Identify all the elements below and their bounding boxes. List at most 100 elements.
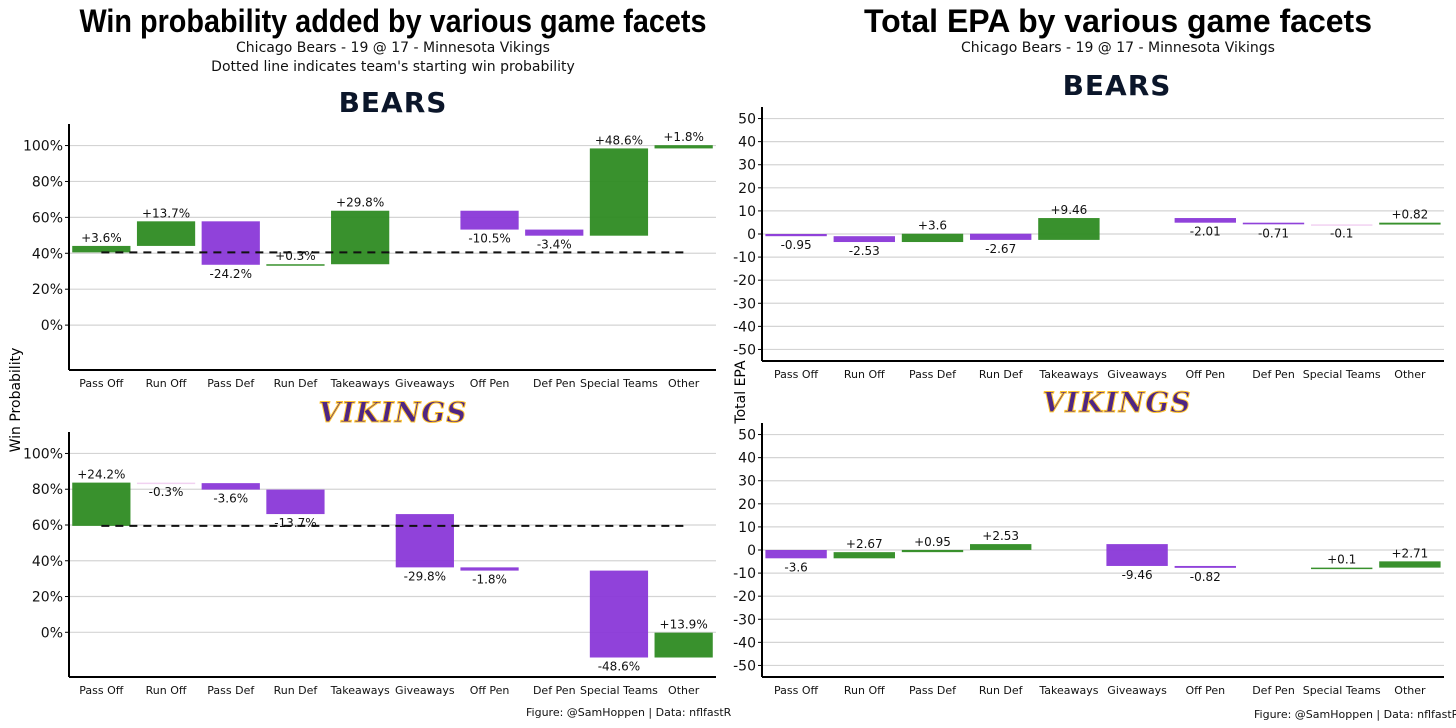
y-tick-label: 10 xyxy=(738,204,756,220)
bar-def-pen xyxy=(525,229,584,236)
bar-run-def xyxy=(266,489,325,515)
x-tick-label: Takeaways xyxy=(1038,684,1098,697)
bar-pass-def xyxy=(201,483,260,490)
x-tick-label: Takeaways xyxy=(330,684,390,697)
y-tick-label: 100% xyxy=(23,139,63,155)
bar-giveaways xyxy=(395,514,454,568)
bar-takeaways xyxy=(331,210,390,265)
data-label: -13.7% xyxy=(274,516,316,530)
x-tick-label: Run Off xyxy=(844,684,885,697)
y-tick-label: 40% xyxy=(32,554,63,570)
x-tick-label: Off Pen xyxy=(470,377,510,390)
x-tick-label: Def Pen xyxy=(1252,368,1295,381)
y-tick-label: 60% xyxy=(32,518,63,534)
y-tick-label: -50 xyxy=(733,342,756,358)
data-label: +13.7% xyxy=(142,206,190,220)
data-label: +0.82 xyxy=(1392,208,1429,222)
bar-run-off xyxy=(136,221,196,246)
left-subtitle-2: Dotted line indicates team's starting wi… xyxy=(211,59,575,75)
bar-pass-def xyxy=(901,549,964,553)
x-tick-label: Def Pen xyxy=(533,377,576,390)
data-label: -3.6% xyxy=(213,492,248,506)
data-label: -48.6% xyxy=(598,660,640,674)
data-label: +2.71 xyxy=(1392,546,1429,560)
data-label: -0.3% xyxy=(149,485,184,499)
y-tick-label: 0 xyxy=(747,543,756,559)
bar-other xyxy=(1379,222,1441,225)
data-label: -1.8% xyxy=(472,573,507,587)
bar-takeaways xyxy=(1038,218,1100,240)
data-label: +2.53 xyxy=(982,529,1019,543)
x-tick-label: Other xyxy=(1394,684,1426,697)
bar-special-teams xyxy=(589,148,649,236)
y-tick-label: 20% xyxy=(32,590,63,606)
bar-other xyxy=(654,145,713,149)
x-tick-label: Other xyxy=(668,377,700,390)
x-tick-label: Off Pen xyxy=(1185,368,1225,381)
x-tick-label: Special Teams xyxy=(1303,684,1381,697)
x-tick-label: Run Def xyxy=(979,368,1024,381)
data-label: +48.6% xyxy=(595,133,643,147)
x-tick-label: Pass Def xyxy=(207,684,255,697)
data-label: +29.8% xyxy=(336,196,384,210)
data-label: -24.2% xyxy=(210,267,252,281)
bears-logo: BEARS xyxy=(338,86,448,119)
vikings-logo: VIKINGS xyxy=(318,396,468,430)
y-tick-label: 60% xyxy=(32,210,63,226)
bar-pass-off xyxy=(72,482,131,526)
y-tick-label: -40 xyxy=(733,319,756,335)
data-label: +2.67 xyxy=(846,537,883,551)
data-label: -3.6 xyxy=(784,560,807,574)
data-label: -2.53 xyxy=(849,244,880,258)
data-label: +3.6% xyxy=(81,231,122,245)
right-caption: Figure: @SamHoppen | Data: nflfastR xyxy=(1254,708,1456,721)
y-tick-label: -10 xyxy=(733,566,756,582)
y-tick-label: 20 xyxy=(738,181,756,197)
y-tick-label: -40 xyxy=(733,635,756,651)
bar-run-off xyxy=(833,552,895,559)
data-label: -29.8% xyxy=(404,569,446,583)
data-label: -2.01 xyxy=(1190,225,1221,239)
x-tick-label: Run Def xyxy=(979,684,1024,697)
x-tick-label: Pass Off xyxy=(79,684,123,697)
x-tick-label: Def Pen xyxy=(1252,684,1295,697)
right-subtitle: Chicago Bears - 19 @ 17 - Minnesota Viki… xyxy=(961,40,1275,56)
bar-pass-off xyxy=(72,245,131,253)
x-tick-label: Special Teams xyxy=(580,377,658,390)
data-label: +3.6 xyxy=(918,219,947,233)
y-tick-label: 20 xyxy=(738,497,756,513)
x-tick-label: Giveaways xyxy=(1107,684,1167,697)
data-label: -0.95 xyxy=(781,238,812,252)
y-tick-label: -20 xyxy=(733,273,756,289)
y-tick-label: 40 xyxy=(738,135,756,151)
x-tick-label: Special Teams xyxy=(580,684,658,697)
bar-off-pen xyxy=(1174,218,1236,223)
y-tick-label: 30 xyxy=(738,474,756,490)
left-title: Win probability added by various game fa… xyxy=(79,3,707,39)
bar-pass-off xyxy=(765,550,827,559)
x-tick-label: Takeaways xyxy=(330,377,390,390)
data-label: -2.67 xyxy=(985,242,1016,256)
bar-pass-def xyxy=(901,233,964,243)
y-tick-label: 80% xyxy=(32,482,63,498)
bar-off-pen xyxy=(1174,565,1236,568)
x-tick-label: Pass Def xyxy=(909,368,957,381)
x-tick-label: Pass Def xyxy=(207,377,255,390)
bar-pass-off xyxy=(765,234,827,237)
left-caption: Figure: @SamHoppen | Data: nflfastR xyxy=(526,706,732,719)
bar-off-pen xyxy=(460,567,519,571)
x-tick-label: Special Teams xyxy=(1303,368,1381,381)
x-tick-label: Takeaways xyxy=(1038,368,1098,381)
y-tick-label: -20 xyxy=(733,589,756,605)
bar-pass-def xyxy=(201,221,260,265)
bar-run-def xyxy=(266,264,325,266)
data-label: -9.46 xyxy=(1122,568,1153,582)
x-tick-label: Pass Off xyxy=(774,684,818,697)
y-tick-label: 0% xyxy=(41,318,63,334)
x-tick-label: Off Pen xyxy=(470,684,510,697)
data-label: -0.71 xyxy=(1258,226,1289,240)
y-tick-label: 20% xyxy=(32,282,63,298)
y-tick-label: -10 xyxy=(733,250,756,266)
